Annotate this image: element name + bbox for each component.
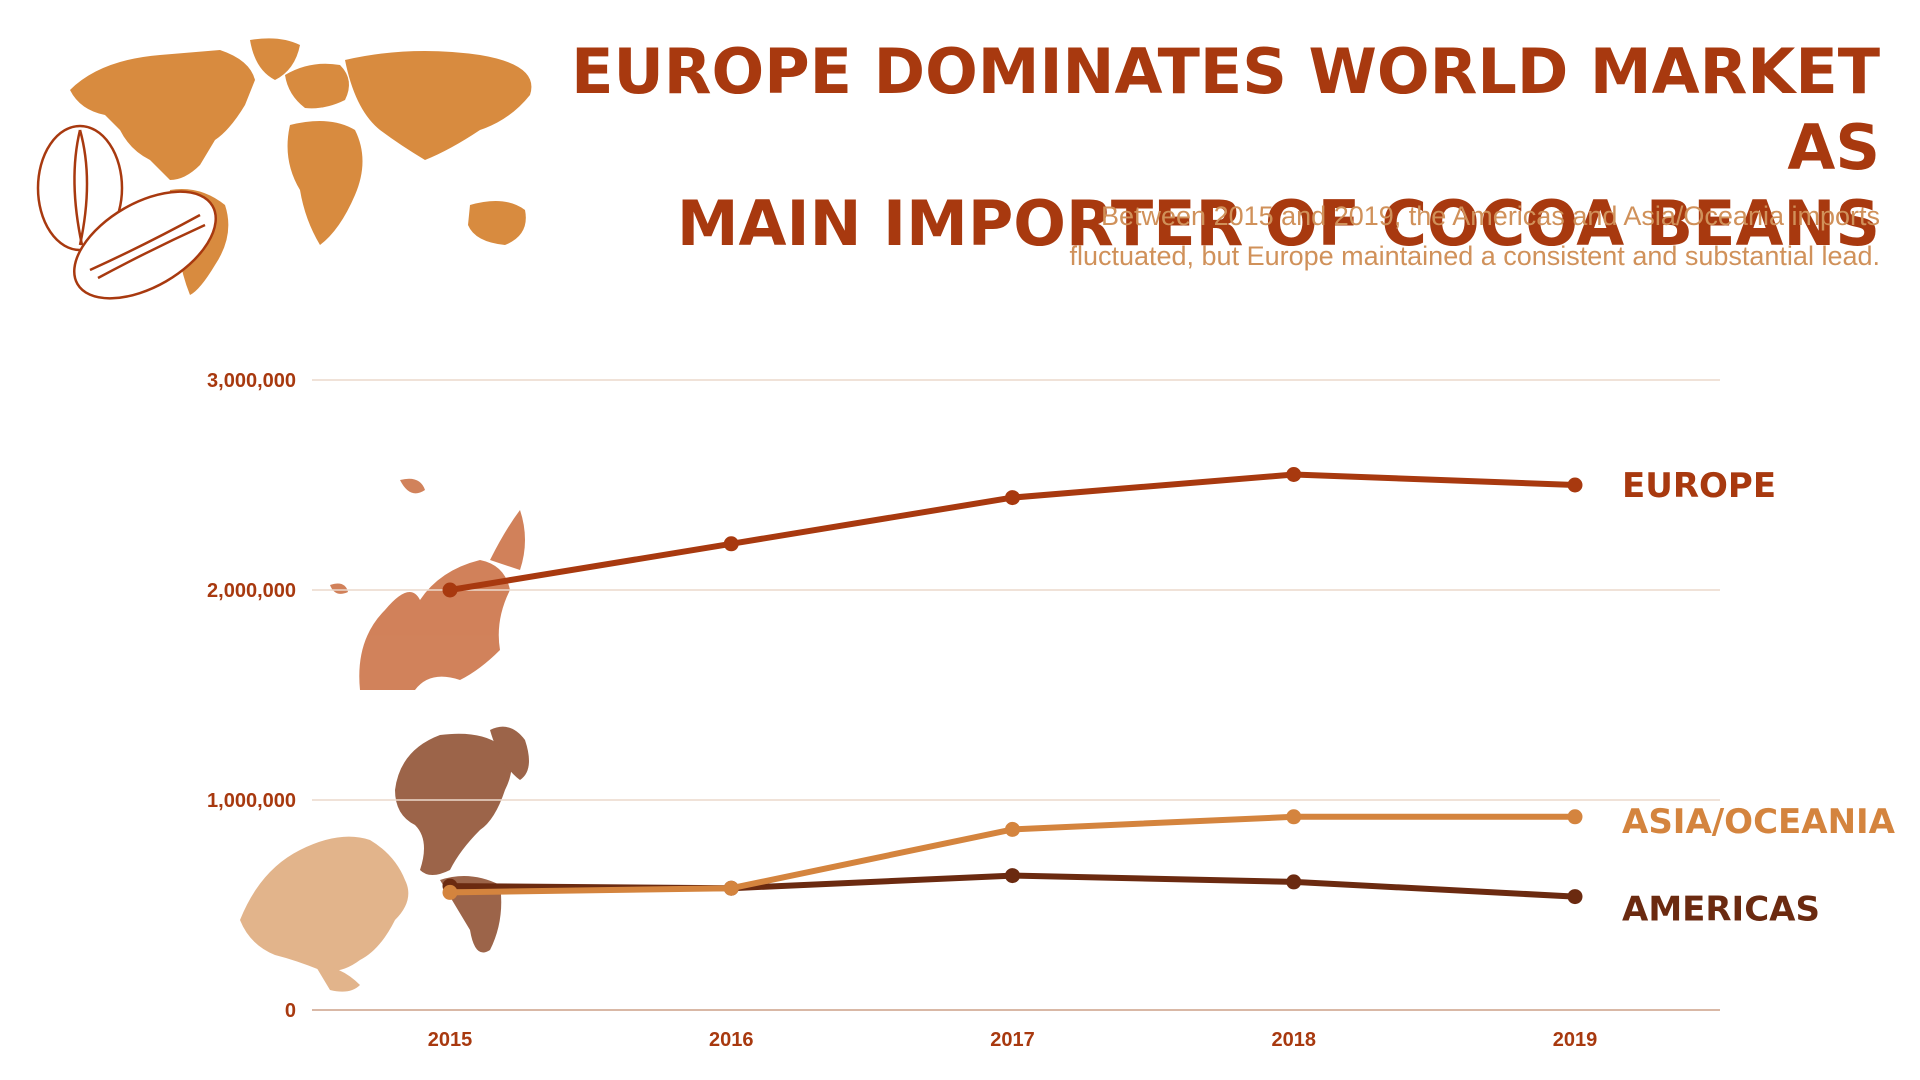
y-tick-label: 3,000,000 — [207, 370, 296, 392]
data-point — [1286, 874, 1302, 890]
subtitle-line-1: Between 2015 and 2019, the Americas and … — [1101, 201, 1880, 231]
subtitle-line-2: fluctuated, but Europe maintained a cons… — [1069, 241, 1880, 271]
data-point — [1567, 889, 1583, 905]
y-tick-label: 2,000,000 — [207, 580, 296, 602]
page-title: EUROPE DOMINATES WORLD MARKET AS MAIN IM… — [480, 34, 1880, 262]
europe-map-icon — [330, 478, 525, 690]
series-labels: AMERICAS ASIA/OCEANIA EUROPE — [1622, 466, 1896, 930]
y-tick-label: 1,000,000 — [207, 790, 296, 812]
series-asia-oceania — [442, 809, 1583, 900]
x-tick-label: 2016 — [709, 1029, 754, 1051]
grid-lines — [312, 379, 1720, 1011]
y-tick-label: 0 — [285, 1000, 296, 1022]
x-tick-label: 2017 — [990, 1029, 1035, 1051]
data-point — [1286, 467, 1302, 482]
series-europe — [442, 467, 1583, 598]
data-point — [1567, 809, 1583, 825]
asia-oceania-map-icon — [240, 836, 409, 992]
page-subtitle: Between 2015 and 2019, the Americas and … — [880, 196, 1880, 276]
series-label: AMERICAS — [1622, 890, 1820, 930]
axis-labels: 0 1,000,000 2,000,000 3,000,000 2015 2016 2017… — [207, 370, 1597, 1051]
x-tick-label: 2019 — [1553, 1029, 1598, 1051]
data-point — [1005, 490, 1020, 506]
series-label: EUROPE — [1622, 466, 1776, 506]
data-point — [1005, 868, 1020, 884]
cocoa-bean-icon — [36, 124, 217, 300]
title-line-1: EUROPE DOMINATES WORLD MARKET AS — [571, 35, 1880, 184]
x-tick-label: 2015 — [428, 1029, 473, 1051]
data-point — [1286, 809, 1302, 825]
data-point — [723, 536, 739, 552]
data-point — [442, 582, 458, 598]
data-point — [442, 884, 458, 900]
data-point — [1005, 821, 1020, 837]
data-point — [723, 880, 739, 896]
data-point — [1567, 477, 1583, 493]
series-label: ASIA/OCEANIA — [1622, 802, 1896, 842]
series-lines — [442, 467, 1583, 905]
americas-map-icon — [395, 726, 529, 953]
world-map-icon — [36, 38, 532, 300]
title-line-2: MAIN IMPORTER OF COCOA BEANS — [676, 187, 1880, 260]
x-tick-label: 2018 — [1272, 1029, 1317, 1051]
series-americas — [442, 868, 1583, 905]
